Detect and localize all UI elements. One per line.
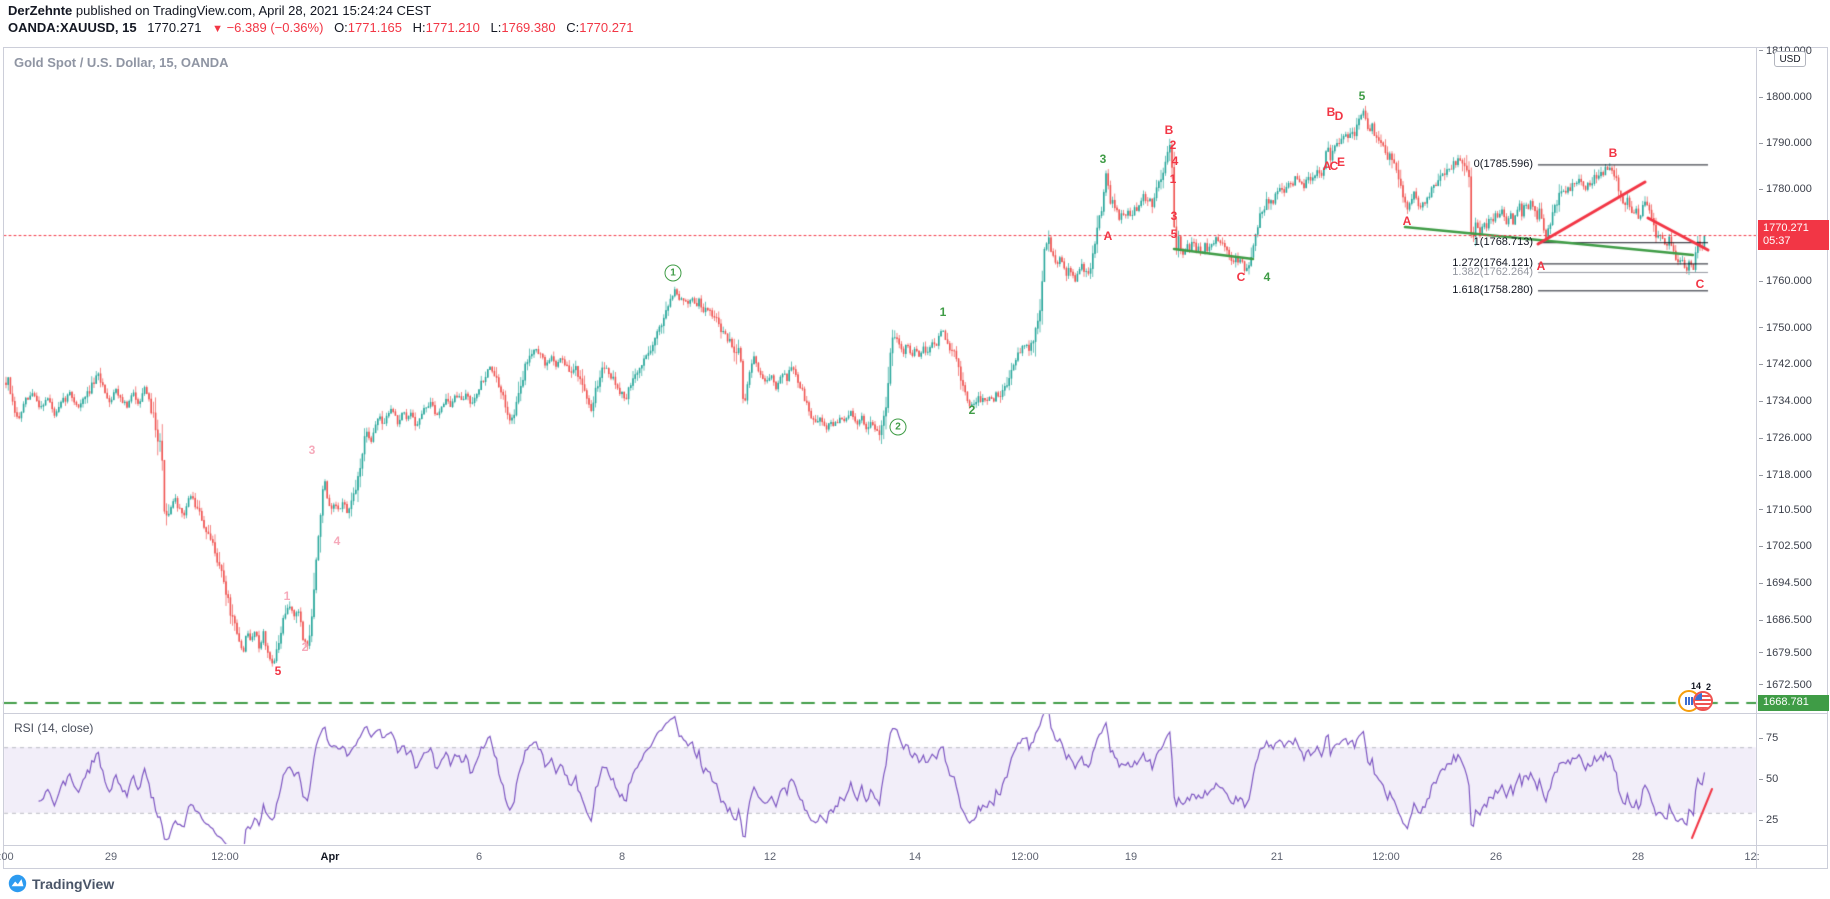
wave-label[interactable]: C — [1329, 159, 1339, 173]
time-tick: 12 — [763, 851, 777, 863]
time-tick: 12: — [1744, 851, 1760, 863]
fib-level-label[interactable]: 1(1768.713) — [1473, 236, 1533, 249]
price-tick: 1750.000 — [1759, 322, 1812, 334]
currency-unit-button[interactable]: USD — [1774, 51, 1806, 67]
us-flag-event-icon[interactable] — [1693, 691, 1713, 711]
wave-label[interactable]: D — [1334, 109, 1344, 123]
last-price-text: 1770.271 — [1763, 222, 1809, 234]
fib-level-label[interactable]: 1.272(1764.121) — [1452, 257, 1533, 270]
wave-label[interactable]: 4 — [333, 534, 341, 548]
time-tick: 12:00 — [211, 851, 239, 863]
wave-label[interactable]: A — [1536, 259, 1546, 273]
time-tick: 8 — [618, 851, 626, 863]
time-tick: 29 — [104, 851, 118, 863]
wave-label[interactable]: B — [1164, 123, 1174, 137]
wave-label[interactable]: A — [1322, 159, 1332, 173]
wave-label[interactable]: 1 — [283, 589, 291, 603]
price-tick: 1734.000 — [1759, 395, 1812, 407]
event-count-1: 14 — [1691, 681, 1702, 691]
price-tick: 1760.000 — [1759, 275, 1812, 287]
time-axis-border — [3, 845, 1828, 846]
wave-label[interactable]: A — [1402, 214, 1412, 228]
wave-label[interactable]: 2 — [968, 403, 976, 417]
rsi-indicator-label[interactable]: RSI (14, close) — [14, 721, 94, 735]
tradingview-mountain-icon — [8, 874, 27, 893]
wave-label[interactable]: 5 — [1358, 89, 1366, 103]
chart-title-watermark: Gold Spot / U.S. Dollar, 15, OANDA — [14, 55, 229, 70]
time-tick: 12:00 — [1372, 851, 1400, 863]
alert-price-axis-label[interactable]: 1668.781 — [1758, 695, 1829, 711]
time-tick: :00 — [0, 851, 14, 863]
event-count-2: 2 — [1706, 682, 1712, 692]
chart-frame — [3, 47, 1828, 869]
wave-label[interactable]: 5 — [274, 664, 282, 678]
price-tick: 1686.500 — [1759, 614, 1812, 626]
wave-label[interactable]: B — [1326, 105, 1336, 119]
bar-countdown: 05:37 — [1763, 235, 1791, 247]
tradingview-logo[interactable]: TradingView — [8, 874, 114, 893]
flag-canton — [1695, 693, 1702, 700]
time-tick: 6 — [475, 851, 483, 863]
fib-level-label[interactable]: 0(1785.596) — [1473, 158, 1533, 171]
price-tick: 1742.000 — [1759, 358, 1812, 370]
price-axis-border — [1756, 47, 1757, 869]
wave-label-circled[interactable]: 1 — [664, 264, 682, 282]
wave-label[interactable]: 4 — [1263, 270, 1271, 284]
price-tick: 1672.500 — [1759, 679, 1812, 691]
wave-label[interactable]: C — [1695, 277, 1705, 291]
price-tick: 1790.000 — [1759, 137, 1812, 149]
time-tick: 28 — [1631, 851, 1645, 863]
pane-separator[interactable] — [3, 713, 1828, 714]
rsi-tick: 75 — [1759, 732, 1778, 744]
price-tick: 1718.000 — [1759, 469, 1812, 481]
wave-label[interactable]: 1 — [939, 305, 947, 319]
wave-label[interactable]: 3 — [1170, 209, 1178, 223]
price-tick: 1702.500 — [1759, 540, 1812, 552]
last-price-axis-label[interactable]: 1770.271 05:37 — [1758, 220, 1829, 250]
wave-label-circled[interactable]: 2 — [889, 418, 907, 436]
wave-label[interactable]: 2 — [301, 640, 309, 654]
price-tick: 1780.000 — [1759, 183, 1812, 195]
building-icon — [1685, 697, 1693, 705]
wave-label[interactable]: A — [1103, 229, 1113, 243]
fib-level-label[interactable]: 1.382(1762.264) — [1452, 265, 1533, 278]
time-tick: 26 — [1489, 851, 1503, 863]
price-tick: 1726.000 — [1759, 432, 1812, 444]
wave-label[interactable]: E — [1336, 155, 1346, 169]
wave-label[interactable]: 3 — [308, 443, 316, 457]
price-tick: 1710.500 — [1759, 504, 1812, 516]
time-tick: Apr — [320, 851, 340, 863]
wave-label[interactable]: C — [1236, 270, 1246, 284]
wave-label[interactable]: 1 — [1169, 172, 1177, 186]
price-tick: 1800.000 — [1759, 91, 1812, 103]
time-tick: 21 — [1270, 851, 1284, 863]
wave-label[interactable]: 3 — [1099, 152, 1107, 166]
tradingview-brand-text: TradingView — [32, 875, 115, 892]
wave-label[interactable]: B — [1608, 146, 1618, 160]
rsi-tick: 50 — [1759, 773, 1778, 785]
wave-label[interactable]: 5 — [1170, 227, 1178, 241]
fib-level-label[interactable]: 1.618(1758.280) — [1452, 284, 1533, 297]
price-tick: 1679.500 — [1759, 647, 1812, 659]
rsi-tick: 25 — [1759, 814, 1778, 826]
time-tick: 19 — [1124, 851, 1138, 863]
time-tick: 12:00 — [1011, 851, 1039, 863]
price-tick: 1694.500 — [1759, 577, 1812, 589]
time-tick: 14 — [908, 851, 922, 863]
wave-label[interactable]: 4 — [1171, 154, 1179, 168]
wave-label[interactable]: 2 — [1169, 138, 1177, 152]
